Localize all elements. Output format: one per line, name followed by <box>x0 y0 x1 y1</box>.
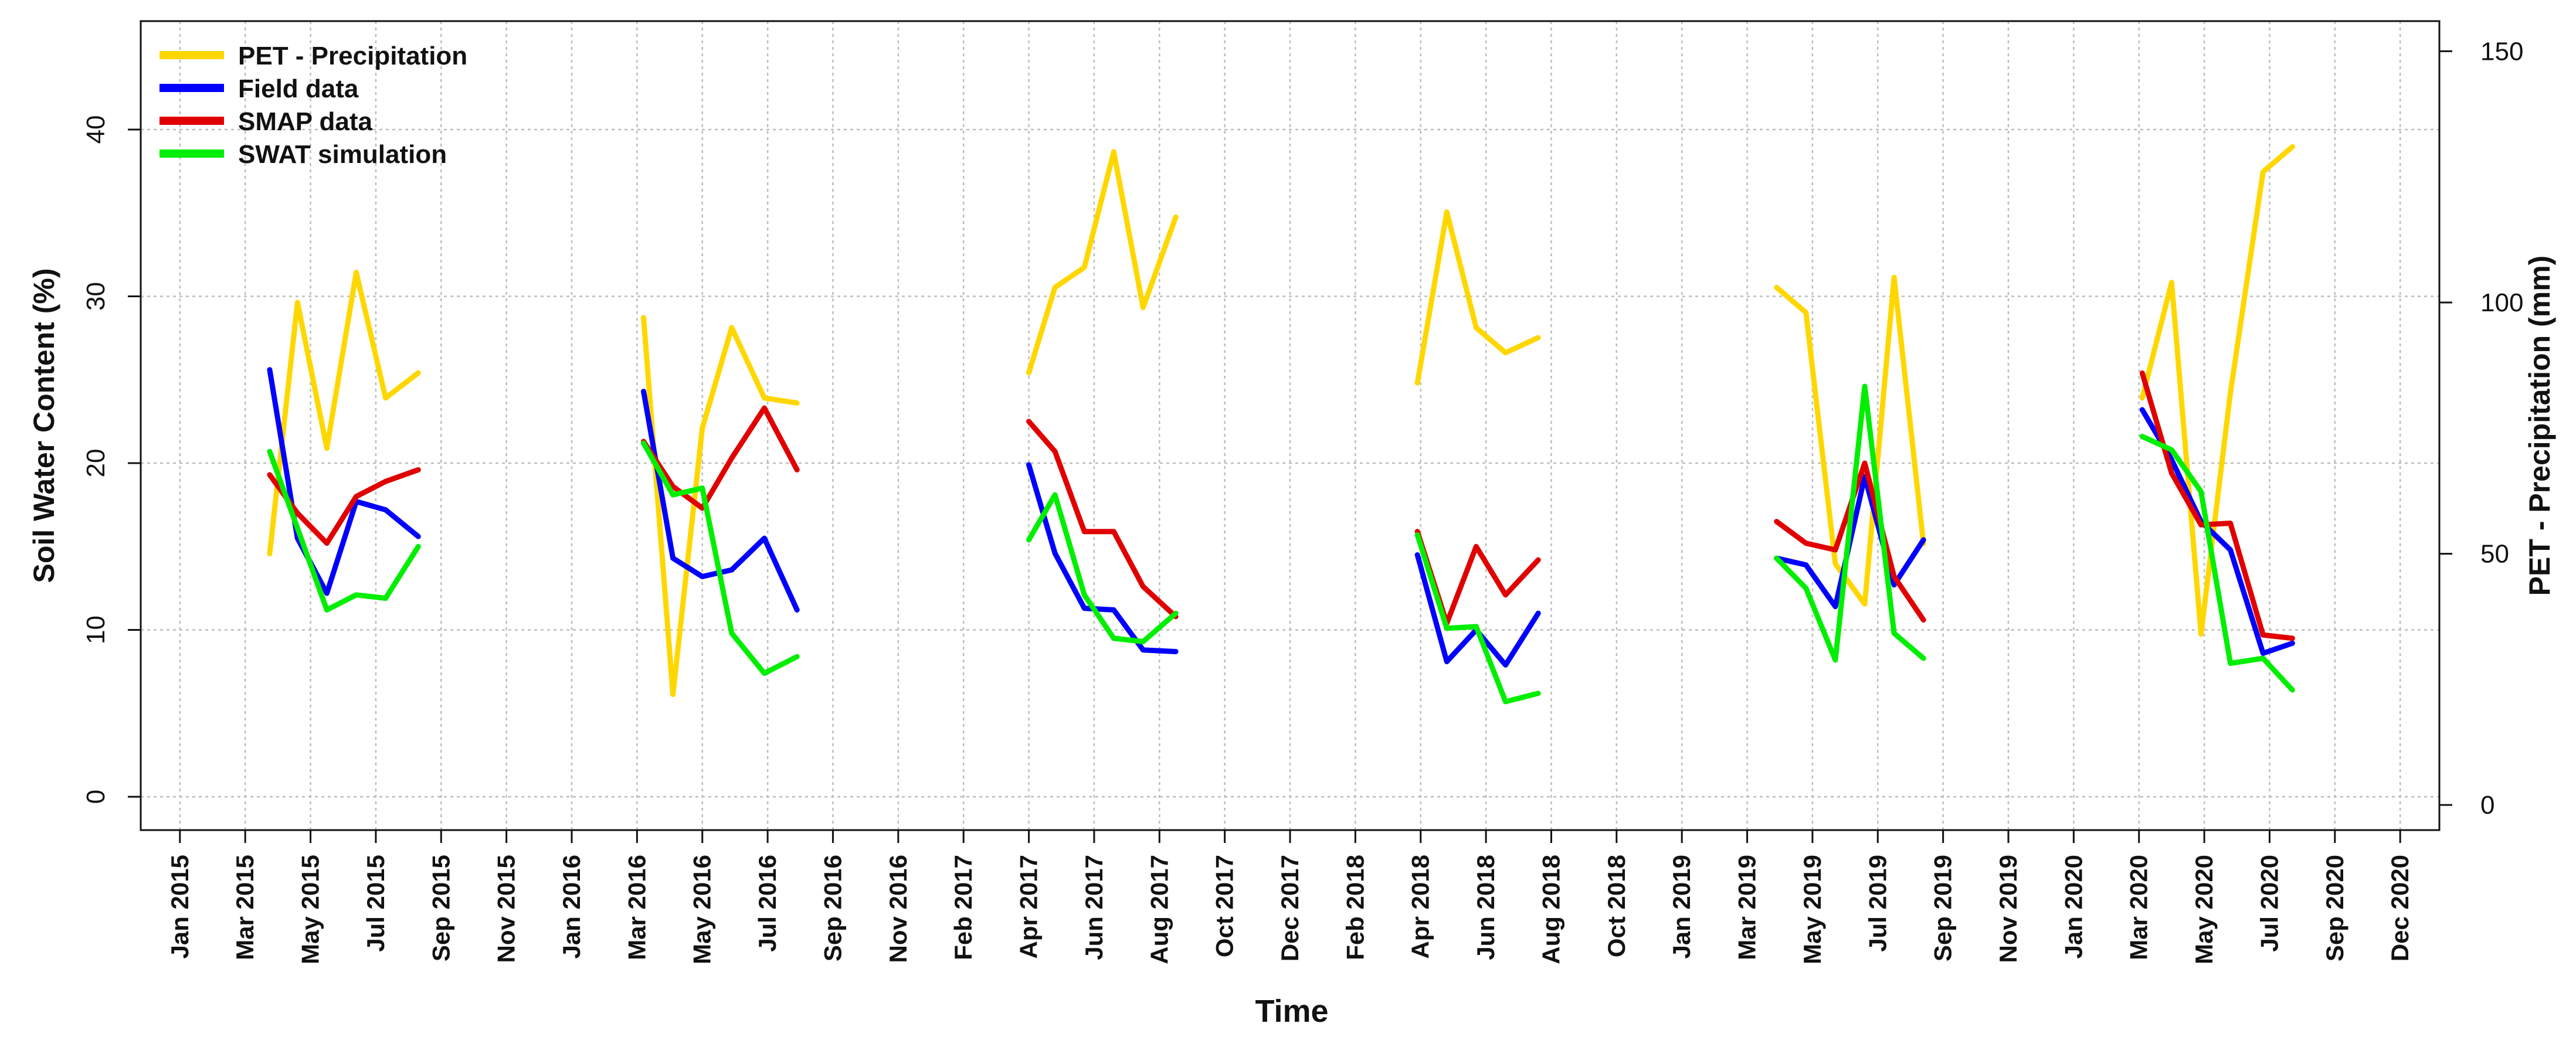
series-lines <box>267 144 2295 705</box>
right-y-tick-label: 0 <box>2480 791 2494 820</box>
series-line-pet-precipitation <box>2139 144 2295 637</box>
x-tick-label: Sep 2019 <box>1929 855 1957 961</box>
legend-label-swat-simulation: SWAT simulation <box>238 140 447 169</box>
right-y-tick-label: 150 <box>2480 37 2523 66</box>
x-tick-label: Dec 2020 <box>2386 855 2414 961</box>
left-y-tick-label: 10 <box>82 616 110 644</box>
series-line-pet-precipitation <box>1414 209 1541 386</box>
x-tick-label: Jun 2018 <box>1472 855 1499 960</box>
x-tick-label: Sep 2016 <box>819 855 846 961</box>
series-line-swat-simulation <box>1774 383 1926 663</box>
series-line-field-data <box>1414 552 1541 668</box>
x-tick-label: Jul 2015 <box>362 855 389 952</box>
x-tick-label: Oct 2018 <box>1603 855 1630 957</box>
legend: PET - Precipitation Field data SMAP data… <box>159 42 467 169</box>
left-y-tick-label: 0 <box>82 790 110 804</box>
x-tick-label: Feb 2018 <box>1341 855 1369 960</box>
right-y-tick-label: 50 <box>2480 540 2509 569</box>
series-line-smap-data <box>1414 529 1541 626</box>
right-y-tick-label: 100 <box>2480 288 2523 317</box>
series-line-smap-data <box>641 405 800 511</box>
series-line-swat-simulation <box>1414 532 1541 705</box>
x-tick-label: Oct 2017 <box>1211 855 1238 957</box>
x-tick-label: Sep 2015 <box>427 855 454 961</box>
series-line-swat-simulation <box>267 448 421 613</box>
series-line-swat-simulation <box>2139 434 2295 693</box>
x-tick-label: Jan 2020 <box>2059 855 2087 958</box>
x-tick-label: Jan 2015 <box>166 855 194 958</box>
series-line-smap-data <box>1026 419 1179 620</box>
series-line-smap-data <box>2139 370 2295 641</box>
x-tick-label: Apr 2017 <box>1015 855 1043 958</box>
left-y-axis-title: Soil Water Content (%) <box>28 268 60 583</box>
series-line-pet-precipitation <box>641 315 800 698</box>
x-tick-label: Mar 2019 <box>1733 855 1761 960</box>
series-line-smap-data <box>267 467 421 546</box>
x-tick-label: Nov 2016 <box>884 855 912 963</box>
x-tick-label: Aug 2018 <box>1537 855 1564 964</box>
grid-lines <box>141 21 2439 830</box>
x-tick-label: Feb 2017 <box>949 855 977 960</box>
x-tick-label: Apr 2018 <box>1407 855 1434 958</box>
series-line-swat-simulation <box>1026 492 1179 644</box>
legend-label-smap-data: SMAP data <box>238 107 373 136</box>
x-tick-label: Sep 2020 <box>2321 855 2348 961</box>
x-tick-label: Jun 2017 <box>1080 855 1108 960</box>
series-smap-data <box>267 370 2295 641</box>
x-tick-label: Dec 2017 <box>1276 855 1304 961</box>
x-tick-label: Jul 2020 <box>2255 855 2283 952</box>
series-field-data <box>267 367 2295 668</box>
left-y-axis: 0 10 20 30 40 <box>82 115 141 804</box>
x-tick-label: May 2020 <box>2190 855 2218 964</box>
x-tick-label: Aug 2017 <box>1145 855 1173 964</box>
legend-label-pet-precipitation: PET - Precipitation <box>238 42 467 70</box>
left-y-tick-label: 40 <box>82 115 110 144</box>
left-y-tick-label: 30 <box>82 282 110 311</box>
x-axis-title: Time <box>1255 994 1328 1029</box>
series-line-pet-precipitation <box>267 270 421 557</box>
x-tick-label: Jul 2019 <box>1864 855 1891 952</box>
x-tick-label: Nov 2015 <box>493 855 520 963</box>
series-swat-simulation <box>267 383 2295 705</box>
right-y-axis: 0 50 100 150 <box>2439 37 2523 820</box>
x-tick-label: May 2015 <box>297 855 324 964</box>
right-y-axis-title: PET - Precipitation (mm) <box>2523 256 2556 596</box>
series-line-field-data <box>267 367 421 596</box>
x-tick-label: May 2016 <box>688 855 716 964</box>
series-pet-precipitation <box>267 144 2295 698</box>
legend-label-field-data: Field data <box>238 74 359 103</box>
x-tick-label: Mar 2020 <box>2125 855 2153 960</box>
x-tick-label: Nov 2019 <box>1994 855 2022 963</box>
series-line-pet-precipitation <box>1774 274 1926 607</box>
x-tick-label: Mar 2016 <box>623 855 650 960</box>
x-tick-label: Jan 2016 <box>558 855 585 958</box>
x-tick-label: Jan 2019 <box>1668 855 1695 958</box>
series-line-swat-simulation <box>641 440 800 676</box>
series-line-pet-precipitation <box>1026 149 1179 376</box>
series-line-field-data <box>1026 462 1179 654</box>
left-y-tick-label: 20 <box>82 449 110 478</box>
plot-frame <box>140 20 2441 831</box>
x-tick-label: Mar 2015 <box>231 855 259 960</box>
x-tick-label: May 2019 <box>1798 855 1826 964</box>
x-axis: Jan 2015 Mar 2015 May 2015 Jul 2015 Sep 2015… <box>166 830 2414 964</box>
x-tick-label: Jul 2016 <box>754 855 781 952</box>
